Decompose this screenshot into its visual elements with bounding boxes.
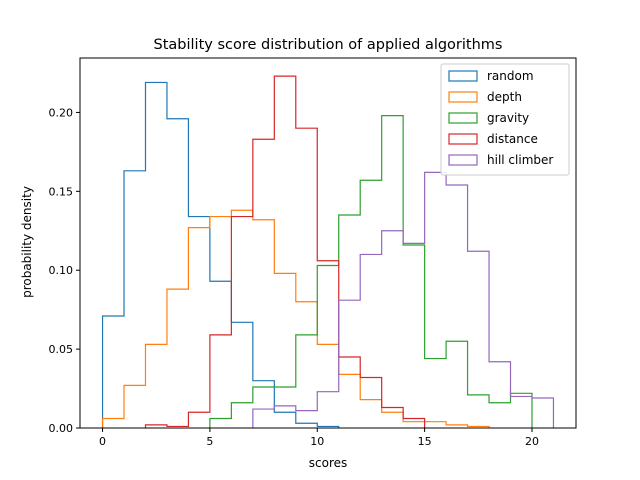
legend-swatch-hill-climber bbox=[448, 154, 478, 166]
y-tick-label: 0.20 bbox=[49, 106, 74, 119]
x-tick-label: 5 bbox=[206, 435, 213, 448]
series-distance-histogram bbox=[144, 75, 426, 428]
x-axis-ticks: 0 5 10 15 20 bbox=[99, 428, 539, 448]
y-axis-label: probability density bbox=[20, 186, 34, 298]
legend-label-gravity: gravity bbox=[487, 111, 529, 125]
chart-title: Stability score distribution of applied … bbox=[154, 37, 503, 53]
x-axis-label: scores bbox=[309, 456, 348, 470]
legend-swatch-depth bbox=[448, 91, 478, 103]
legend-label-random: random bbox=[487, 69, 534, 83]
plot-area bbox=[79, 57, 577, 429]
legend-swatch-random bbox=[448, 70, 478, 82]
legend-swatch-distance bbox=[448, 133, 478, 145]
legend-label-distance: distance bbox=[487, 132, 538, 146]
series-hill-climber-histogram bbox=[252, 171, 555, 428]
y-axis-ticks: 0.00 0.05 0.10 0.15 0.20 bbox=[49, 106, 80, 435]
legend-swatch-gravity bbox=[448, 112, 478, 124]
axes-frame bbox=[79, 57, 577, 429]
y-tick-label: 0.00 bbox=[49, 422, 74, 435]
legend: random depth gravity distance hill climber bbox=[440, 63, 570, 176]
series-random-histogram bbox=[101, 81, 340, 428]
x-tick-label: 15 bbox=[418, 435, 432, 448]
series-gravity-histogram bbox=[209, 114, 533, 428]
series-depth-histogram bbox=[101, 209, 490, 428]
y-tick-label: 0.05 bbox=[49, 343, 74, 356]
x-tick-label: 0 bbox=[99, 435, 106, 448]
x-tick-label: 20 bbox=[525, 435, 539, 448]
legend-label-depth: depth bbox=[487, 90, 522, 104]
legend-label-hill-climber: hill climber bbox=[487, 153, 553, 167]
y-tick-label: 0.15 bbox=[49, 185, 74, 198]
x-tick-label: 10 bbox=[310, 435, 324, 448]
y-tick-label: 0.10 bbox=[49, 264, 74, 277]
